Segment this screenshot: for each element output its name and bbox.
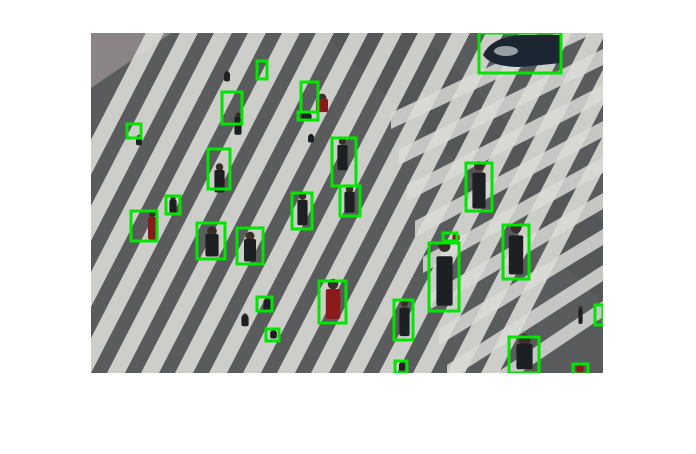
pedestrian-detection-box — [164, 194, 182, 216]
pedestrian-figure — [224, 70, 230, 82]
detection-boxes — [125, 33, 603, 373]
pedestrian-figure — [244, 231, 256, 262]
pedestrian-figure — [205, 226, 219, 257]
pedestrian-figure — [169, 196, 177, 214]
car — [483, 35, 561, 67]
pedestrian-detection-box — [129, 209, 159, 243]
stripe — [423, 157, 603, 273]
car-detection-box — [477, 33, 563, 75]
pedestrian-detection-box — [501, 223, 531, 281]
pedestrian-detection-box — [338, 184, 362, 218]
stripe — [141, 33, 334, 373]
stripe — [91, 33, 198, 241]
pedestrian-figure — [270, 329, 277, 339]
pedestrian-detection-box — [264, 327, 281, 343]
pedestrian-figure — [399, 361, 405, 371]
pedestrian-figure — [516, 334, 533, 370]
pedestrian-detection-box — [593, 303, 603, 327]
stripe — [91, 33, 232, 307]
pedestrian-figure — [578, 306, 583, 324]
stripe — [311, 33, 504, 373]
stripe — [481, 135, 603, 373]
stripe — [107, 33, 300, 373]
pedestrian-figure — [263, 297, 271, 311]
pedestrian-detection-box — [235, 226, 265, 266]
street-scene — [91, 33, 603, 373]
stripe — [415, 121, 603, 237]
pedestrian-detection-box — [195, 221, 227, 261]
stripe — [407, 85, 603, 201]
pedestrian-detection-box — [571, 362, 590, 373]
stripe — [447, 265, 603, 373]
pedestrian-detection-box — [393, 359, 409, 373]
pedestrian-figure — [214, 163, 225, 193]
pedestrian-detection-box — [317, 279, 348, 325]
pedestrian-detection-box — [296, 110, 320, 122]
pedestrian-detection-box — [220, 90, 244, 126]
pedestrian-detection-box — [125, 122, 143, 140]
stripe — [439, 229, 603, 345]
pedestrian-detection-box — [255, 295, 274, 313]
pedestrian-figure — [325, 278, 341, 319]
pedestrian-detection-box — [255, 59, 269, 81]
stripe — [175, 33, 368, 373]
stripe — [277, 33, 470, 373]
pedestrian-detection-box — [290, 191, 314, 231]
pedestrian-figure — [234, 112, 242, 135]
pedestrian-detection-box — [392, 298, 415, 342]
stripe — [391, 33, 595, 129]
pedestrian-detection-box — [427, 241, 461, 313]
pedestrian-figure — [576, 364, 584, 373]
pedestrian-detection-box — [507, 335, 541, 373]
pedestrian-figure — [344, 185, 355, 213]
pedestrian-figure — [241, 313, 249, 327]
pedestrian-figure — [308, 133, 314, 143]
pedestrian-detection-box — [464, 161, 494, 213]
stripe — [399, 49, 603, 165]
pedestrian-detection-box — [441, 231, 459, 243]
street-photo — [91, 33, 603, 373]
pedestrian-detection-box — [206, 147, 232, 191]
